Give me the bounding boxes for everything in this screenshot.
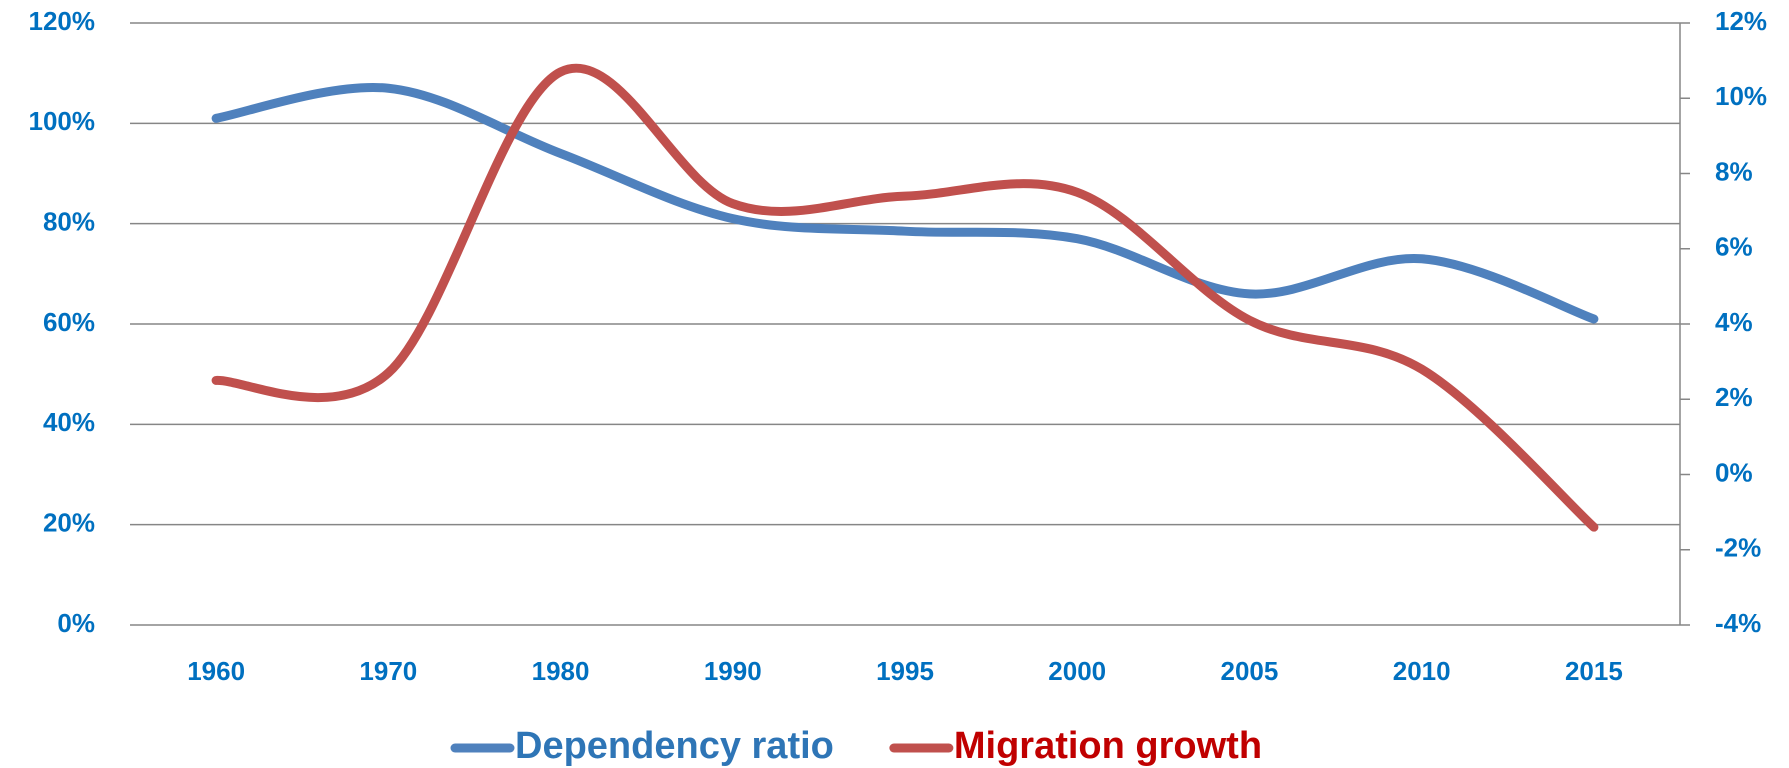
x-tick-label: 1980 [532,656,590,686]
y-tick-label: 40% [43,407,95,437]
y-tick-label: 20% [43,508,95,538]
x-tick-label: 2000 [1048,656,1106,686]
x-tick-label: 1960 [187,656,245,686]
legend-label: Migration growth [954,725,1262,767]
y2-tick-label: 10% [1715,81,1767,111]
y-tick-label: 100% [29,106,96,136]
y2-tick-label: -2% [1715,533,1761,563]
y2-tick-label: 8% [1715,156,1753,186]
y-tick-label: 60% [43,307,95,337]
legend-label: Dependency ratio [515,725,834,767]
y-tick-label: 120% [29,6,96,36]
x-tick-label: 2010 [1393,656,1451,686]
y-tick-label: 80% [43,207,95,237]
y2-tick-label: 6% [1715,232,1753,262]
line-series [211,63,1599,532]
x-tick-label: 1995 [876,656,934,686]
y2-tick-label: 4% [1715,307,1753,337]
y2-tick-label: 2% [1715,382,1753,412]
x-tick-label: 1970 [359,656,417,686]
y2-tick-label: -4% [1715,608,1761,638]
line-series [211,83,1599,324]
y2-tick-label: 0% [1715,457,1753,487]
x-tick-label: 2005 [1221,656,1279,686]
y2-tick-label: 12% [1715,6,1767,36]
y-tick-label: 0% [57,608,95,638]
x-tick-label: 1990 [704,656,762,686]
x-tick-label: 2015 [1565,656,1623,686]
